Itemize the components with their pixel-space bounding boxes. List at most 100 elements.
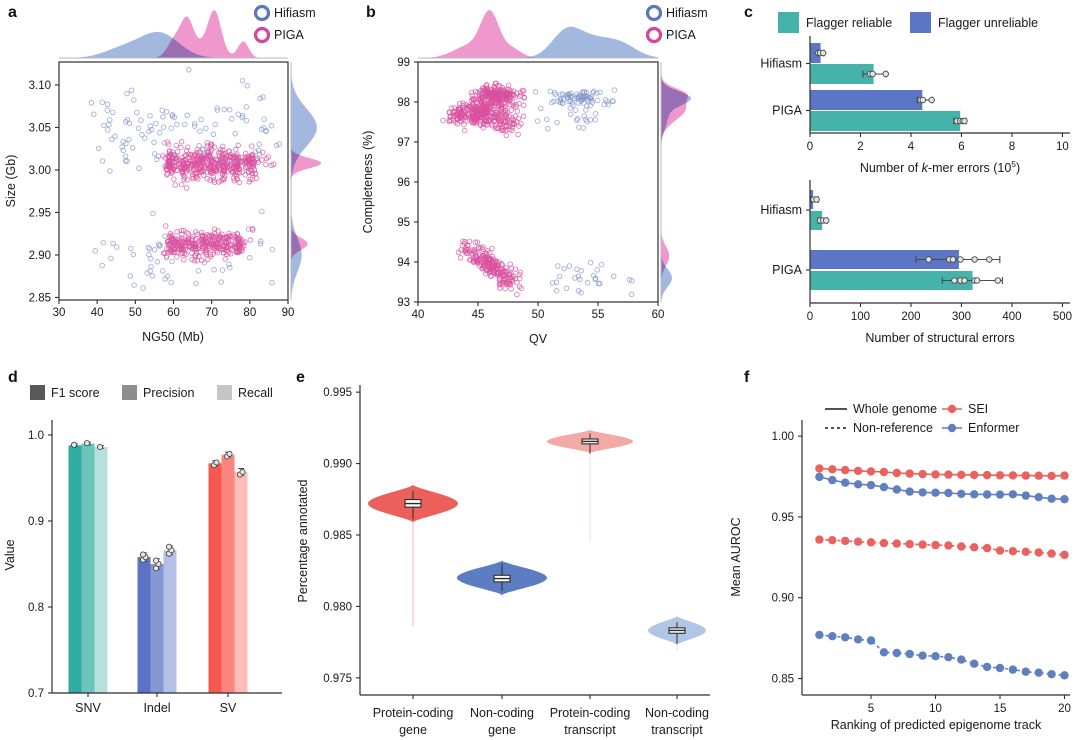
panel-a-chart: 30 40 50 60 70 80 90 2.85 2.90 2.95 3.00 3.05 3.10 NG… <box>4 4 321 344</box>
svg-text:2.95: 2.95 <box>29 207 51 219</box>
svg-text:93: 93 <box>397 297 410 309</box>
panel-b-chart: 40 45 50 55 60 93 94 95 96 97 98 99 QV Completeness (… <box>361 4 708 346</box>
svg-text:Number of structural errors: Number of structural errors <box>865 331 1014 345</box>
svg-text:94: 94 <box>397 257 410 269</box>
svg-text:gene: gene <box>399 723 427 737</box>
svg-text:SNV: SNV <box>75 701 101 715</box>
svg-text:Protein-coding: Protein-coding <box>373 706 454 720</box>
svg-text:Non-coding: Non-coding <box>470 706 534 720</box>
svg-text:55: 55 <box>592 309 605 321</box>
panel-e-label: e <box>296 369 305 386</box>
svg-text:0.990: 0.990 <box>323 459 352 471</box>
svg-text:3.00: 3.00 <box>29 165 51 177</box>
svg-text:PIGA: PIGA <box>666 28 697 42</box>
svg-text:Value: Value <box>3 539 17 570</box>
svg-text:Flagger unreliable: Flagger unreliable <box>938 16 1038 30</box>
svg-text:97: 97 <box>397 137 410 149</box>
svg-text:2: 2 <box>857 141 863 153</box>
svg-text:transcript: transcript <box>651 723 703 737</box>
svg-text:45: 45 <box>472 309 485 321</box>
panel-f-label: f <box>744 369 750 386</box>
svg-text:90: 90 <box>282 307 295 319</box>
svg-text:50: 50 <box>532 309 545 321</box>
svg-text:200: 200 <box>901 311 920 323</box>
panel-a-label: a <box>8 4 17 21</box>
svg-text:PIGA: PIGA <box>772 263 803 277</box>
svg-text:10: 10 <box>929 703 942 715</box>
panel-d-chart: F1 score Precision Recall SNV Indel SV 0.7 0.8 0… <box>3 385 282 715</box>
svg-text:8: 8 <box>1009 141 1015 153</box>
svg-text:6: 6 <box>958 141 964 153</box>
svg-text:0.8: 0.8 <box>28 602 44 614</box>
svg-text:0.7: 0.7 <box>28 688 44 700</box>
svg-text:99: 99 <box>397 57 410 69</box>
svg-text:20: 20 <box>1058 703 1071 715</box>
svg-text:F1 score: F1 score <box>51 386 100 400</box>
svg-text:10: 10 <box>1056 141 1069 153</box>
svg-text:Hifiasm: Hifiasm <box>274 6 316 20</box>
svg-text:0.90: 0.90 <box>772 593 794 605</box>
svg-text:0: 0 <box>807 311 813 323</box>
svg-text:40: 40 <box>412 309 425 321</box>
panel-c-label: c <box>744 4 753 21</box>
svg-text:Ranking of predicted epigenome: Ranking of predicted epigenome track <box>831 718 1042 732</box>
svg-text:Size (Gb): Size (Gb) <box>4 155 18 208</box>
svg-text:gene: gene <box>488 723 516 737</box>
svg-text:400: 400 <box>1002 311 1021 323</box>
svg-text:PIGA: PIGA <box>772 104 803 118</box>
svg-text:Number of k-mer errors (105): Number of k-mer errors (105) <box>860 159 1020 175</box>
svg-text:0.85: 0.85 <box>772 674 794 686</box>
svg-text:PIGA: PIGA <box>274 28 305 42</box>
svg-text:50: 50 <box>129 307 142 319</box>
svg-text:60: 60 <box>167 307 180 319</box>
svg-text:70: 70 <box>205 307 218 319</box>
svg-text:0.9: 0.9 <box>28 516 44 528</box>
svg-text:0.995: 0.995 <box>323 387 352 399</box>
svg-text:4: 4 <box>908 141 915 153</box>
svg-text:100: 100 <box>851 311 870 323</box>
svg-text:transcript: transcript <box>564 723 616 737</box>
svg-text:Hifiasm: Hifiasm <box>760 203 802 217</box>
svg-text:95: 95 <box>397 217 410 229</box>
svg-text:3.05: 3.05 <box>29 122 51 134</box>
svg-text:1.00: 1.00 <box>772 431 794 443</box>
svg-text:Mean AUROC: Mean AUROC <box>729 517 743 596</box>
svg-text:96: 96 <box>397 177 410 189</box>
svg-text:0.975: 0.975 <box>323 673 352 685</box>
panel-e-chart: Protein-coding gene Non-coding gene Protein-… <box>296 385 710 737</box>
svg-text:Precision: Precision <box>143 386 194 400</box>
svg-text:1.0: 1.0 <box>28 430 44 442</box>
svg-text:15: 15 <box>994 703 1007 715</box>
svg-text:Percentage annotated: Percentage annotated <box>296 479 310 602</box>
svg-text:5: 5 <box>868 703 874 715</box>
panel-f-chart: 5 10 15 20 0.85 0.90 0.95 1.00 Whole genome Non-r… <box>729 402 1071 732</box>
svg-text:3.10: 3.10 <box>29 80 51 92</box>
svg-text:0.980: 0.980 <box>323 601 352 613</box>
svg-text:Completeness (%): Completeness (%) <box>361 131 375 234</box>
svg-text:60: 60 <box>652 309 665 321</box>
svg-text:300: 300 <box>952 311 971 323</box>
panel-c-chart: Flagger reliable Flagger unreliable 0 2 4 6 8 1… <box>760 12 1072 345</box>
svg-text:NG50 (Mb): NG50 (Mb) <box>142 330 204 344</box>
svg-text:Flagger reliable: Flagger reliable <box>806 16 892 30</box>
panel-d-label: d <box>8 369 18 386</box>
svg-text:0: 0 <box>807 141 813 153</box>
svg-text:SV: SV <box>220 701 237 715</box>
svg-text:SEI: SEI <box>968 402 988 416</box>
svg-text:2.90: 2.90 <box>29 250 51 262</box>
svg-text:80: 80 <box>243 307 256 319</box>
svg-text:Non-coding: Non-coding <box>645 706 709 720</box>
svg-text:2.85: 2.85 <box>29 292 51 304</box>
svg-text:Protein-coding: Protein-coding <box>550 706 631 720</box>
svg-text:Whole genome: Whole genome <box>853 402 937 416</box>
svg-text:40: 40 <box>91 307 104 319</box>
panel-b-label: b <box>366 4 376 21</box>
svg-text:Hifiasm: Hifiasm <box>666 6 708 20</box>
svg-text:30: 30 <box>53 307 66 319</box>
svg-text:500: 500 <box>1053 311 1072 323</box>
svg-text:0.95: 0.95 <box>772 512 794 524</box>
svg-text:Indel: Indel <box>143 701 170 715</box>
svg-text:98: 98 <box>397 97 410 109</box>
svg-text:Recall: Recall <box>238 386 273 400</box>
